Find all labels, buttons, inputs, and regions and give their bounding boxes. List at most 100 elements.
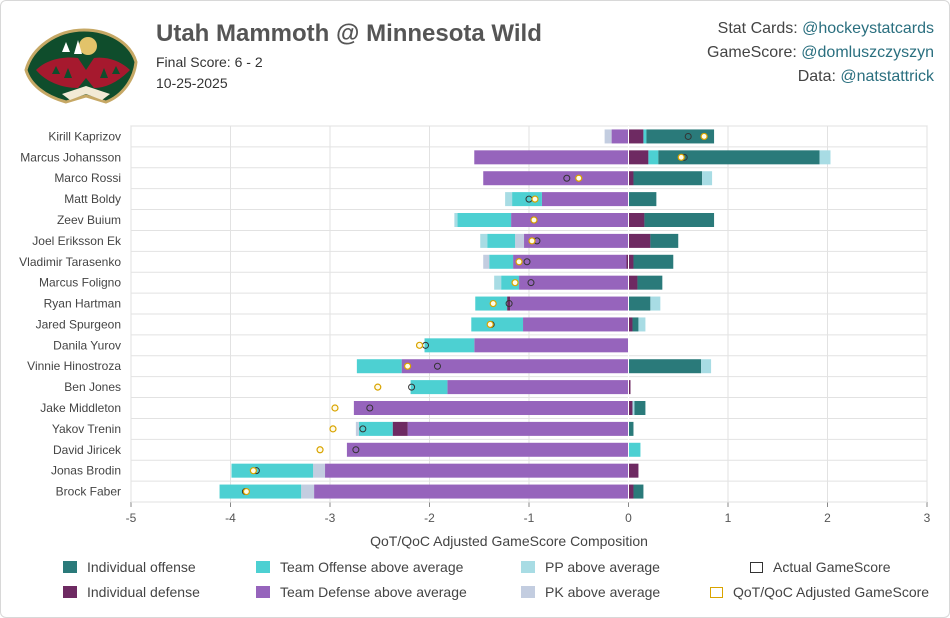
- legend-label: Team Offense above average: [280, 559, 464, 575]
- actual-gamescore-marker: [684, 132, 692, 140]
- bar-segment-ind-def: [392, 421, 408, 436]
- bar-segment-pk: [355, 421, 359, 436]
- bar-segment-ind-off: [637, 275, 663, 290]
- actual-gamescore-marker: [359, 425, 367, 433]
- bar-segment-pp: [505, 192, 513, 207]
- adjusted-gamescore-marker: [374, 383, 382, 391]
- player-label: Vinnie Hinostroza: [27, 359, 121, 373]
- bar-segment-ind-def: [628, 233, 651, 248]
- legend-item-ind-def: Individual defense: [63, 584, 200, 600]
- bar-segment-pp: [494, 275, 502, 290]
- player-label: Marcus Johansson: [20, 150, 121, 164]
- adjusted-gamescore-marker: [316, 446, 324, 454]
- actual-gamescore-marker: [523, 258, 531, 266]
- bar-segment-team-def: [483, 171, 629, 186]
- bar-segment-ind-def: [628, 484, 634, 499]
- legend-swatch: [750, 561, 763, 573]
- bar-segment-pk: [313, 463, 326, 478]
- bar-segment-team-off: [410, 380, 448, 395]
- bar-segment-team-def: [407, 421, 629, 436]
- actual-gamescore-marker: [352, 446, 360, 454]
- player-label: Jake Middleton: [40, 401, 121, 415]
- legend-item-actual: Actual GameScore: [750, 559, 891, 575]
- adjusted-gamescore-marker: [528, 237, 536, 245]
- player-label: Ryan Hartman: [44, 297, 121, 311]
- bar-segment-team-def: [510, 296, 629, 311]
- bar-segment-team-off: [489, 254, 514, 269]
- legend-label: Actual GameScore: [773, 559, 891, 575]
- bar-segment-team-def: [401, 359, 629, 374]
- x-tick-label: 0: [625, 511, 632, 525]
- legend-label: PP above average: [545, 559, 660, 575]
- player-label: Danila Yurov: [53, 338, 121, 352]
- bar-segment-team-def: [511, 213, 629, 227]
- bar-segment-ind-def: [628, 275, 638, 290]
- x-tick-label: -5: [126, 511, 137, 525]
- bar-segment-ind-def: [628, 213, 645, 227]
- gamescore-link[interactable]: @domluszczyszyn: [801, 44, 934, 61]
- legend-swatch: [256, 561, 270, 573]
- chart-title: Utah Mammoth @ Minnesota Wild: [156, 20, 542, 47]
- bar-segment-ind-def: [628, 463, 639, 478]
- bar-segment-ind-def: [628, 401, 633, 415]
- player-label: Ben Jones: [64, 380, 121, 394]
- bar-segment-pk: [301, 484, 315, 499]
- bar-segment-ind-off: [628, 359, 702, 374]
- bar-segment-ind-def: [628, 254, 634, 269]
- game-date: 10-25-2025: [156, 75, 228, 91]
- bar-segment-ind-off: [628, 421, 634, 436]
- x-tick-label: 2: [824, 511, 831, 525]
- bar-segment-ind-off: [628, 296, 651, 311]
- bar-segment-pp: [702, 171, 713, 186]
- legend-swatch: [710, 586, 723, 598]
- player-label: Marcus Foligno: [39, 276, 121, 290]
- bar-segment-ind-def: [628, 129, 644, 144]
- bar-segment-ind-off: [634, 401, 646, 415]
- bar-segment-ind-off: [633, 484, 644, 499]
- adjusted-gamescore-marker: [489, 299, 497, 308]
- player-label: David Jiricek: [53, 443, 122, 457]
- bar-segment-team-off: [231, 463, 314, 478]
- adjusted-gamescore-marker: [531, 195, 539, 203]
- credit-stat-cards: Stat Cards: @hockeystatcards: [717, 20, 934, 37]
- bar-segment-team-off: [457, 213, 512, 227]
- legend-label: Team Defense above average: [280, 584, 467, 600]
- bar-segment-ind-def: [628, 380, 631, 395]
- bar-segment-team-def: [474, 150, 629, 165]
- player-label: Matt Boldy: [64, 192, 121, 206]
- bar-segment-team-def: [519, 275, 629, 290]
- bar-segment-team-def: [541, 192, 629, 207]
- credit-gamescore: GameScore: @domluszczyszyn: [707, 44, 934, 61]
- adjusted-gamescore-marker: [415, 341, 424, 349]
- team-logo-icon: [24, 28, 138, 104]
- bar-segment-ind-def: [628, 317, 633, 332]
- adjusted-gamescore-marker: [486, 320, 494, 329]
- bar-segment-team-off: [358, 421, 393, 436]
- player-label: Brock Faber: [56, 485, 121, 499]
- player-label: Jared Spurgeon: [36, 317, 121, 331]
- bar-segment-ind-def: [628, 150, 649, 165]
- x-tick-label: -3: [325, 511, 336, 525]
- legend-label: Individual defense: [87, 584, 200, 600]
- bar-segment-team-def: [353, 401, 629, 415]
- player-label: Kirill Kaprizov: [48, 129, 121, 143]
- legend-item-ind-off: Individual offense: [63, 559, 196, 575]
- legend-swatch: [521, 561, 535, 573]
- x-tick-label: -2: [424, 511, 435, 525]
- bar-segment-team-off: [487, 233, 516, 248]
- bar-segment-team-def: [523, 317, 629, 332]
- bar-segment-ind-off: [658, 150, 820, 165]
- adjusted-gamescore-marker: [242, 487, 251, 496]
- legend-swatch: [521, 586, 535, 598]
- stat-cards-link[interactable]: @hockeystatcards: [802, 20, 934, 37]
- credits: Stat Cards: @hockeystatcards GameScore: …: [707, 17, 934, 89]
- bar-segment-team-off: [471, 317, 524, 332]
- actual-gamescore-marker: [505, 300, 513, 308]
- actual-gamescore-marker: [366, 404, 374, 412]
- bar-segment-pp: [454, 213, 458, 227]
- data-link[interactable]: @natstattrick: [840, 68, 934, 85]
- player-label: Zeev Buium: [57, 213, 121, 227]
- adjusted-gamescore-marker: [515, 258, 523, 266]
- adjusted-gamescore-marker: [575, 174, 583, 182]
